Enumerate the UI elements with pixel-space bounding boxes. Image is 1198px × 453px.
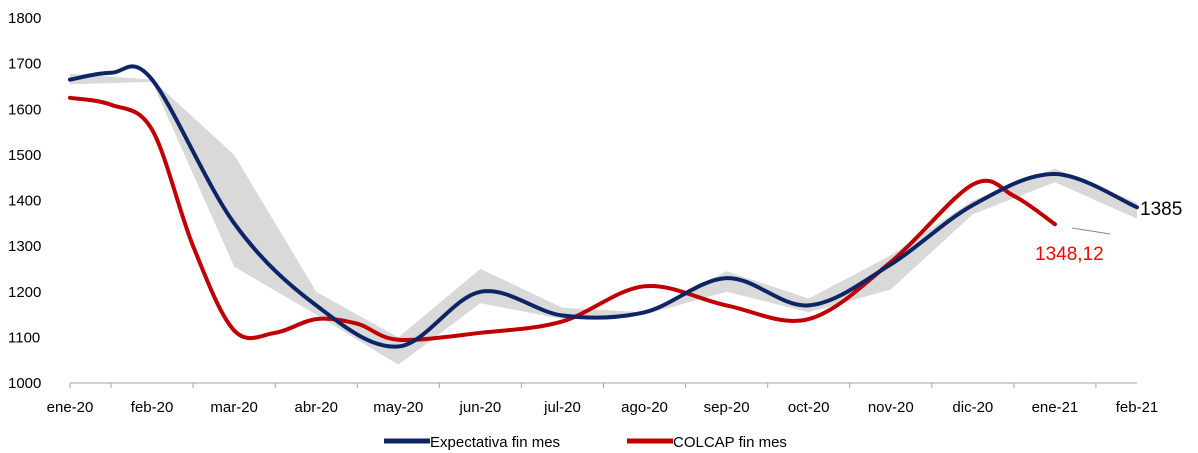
- x-tick-label: sep-20: [704, 399, 750, 416]
- x-tick-label: may-20: [373, 399, 423, 416]
- y-axis: 1000 1100 1200 1300 1400 1500 1600 1700 1800: [8, 10, 41, 392]
- x-tick-label: mar-20: [210, 399, 258, 416]
- x-tick-label: feb-20: [131, 399, 174, 416]
- y-tick-label: 1100: [8, 329, 40, 346]
- annotation-colcap-last: 1348,12: [1035, 244, 1104, 265]
- x-tick-label: feb-21: [1116, 399, 1159, 416]
- series-line-expectativa: [68, 64, 1139, 349]
- y-tick-label: 1200: [8, 284, 41, 301]
- x-tick-label: ene-20: [47, 399, 94, 416]
- y-tick-label: 1600: [8, 101, 41, 118]
- x-axis: ene-20 feb-20 mar-20 abr-20 may-20 jun-20 jul-…: [47, 382, 1159, 416]
- x-tick-label: ene-21: [1032, 399, 1079, 416]
- confidence-band-group: [70, 73, 1137, 365]
- confidence-band: [70, 73, 1137, 365]
- legend-label-expectativa: Expectativa fin mes: [430, 434, 560, 451]
- x-tick-label: jul-20: [543, 399, 581, 416]
- x-tick-label: oct-20: [788, 399, 830, 416]
- x-tick-label: nov-20: [868, 399, 914, 416]
- y-tick-label: 1000: [8, 375, 41, 392]
- y-tick-label: 1300: [8, 238, 41, 255]
- x-tick-label: ago-20: [621, 399, 668, 416]
- annotation-expectativa-last: 1385: [1140, 199, 1182, 220]
- x-tick-label: abr-20: [295, 399, 338, 416]
- legend: Expectativa fin mes COLCAP fin mes: [384, 434, 787, 451]
- series-group: [68, 64, 1139, 349]
- y-tick-label: 1700: [8, 56, 41, 73]
- legend-label-colcap: COLCAP fin mes: [673, 434, 787, 451]
- y-tick-label: 1400: [8, 193, 41, 210]
- y-tick-label: 1500: [8, 147, 41, 164]
- x-tick-label: dic-20: [952, 399, 993, 416]
- annotation-colcap-leader: [1071, 227, 1111, 235]
- annotations: 1385 1348,12: [1035, 199, 1182, 265]
- x-tick-label: jun-20: [459, 399, 502, 416]
- y-tick-label: 1800: [8, 10, 41, 27]
